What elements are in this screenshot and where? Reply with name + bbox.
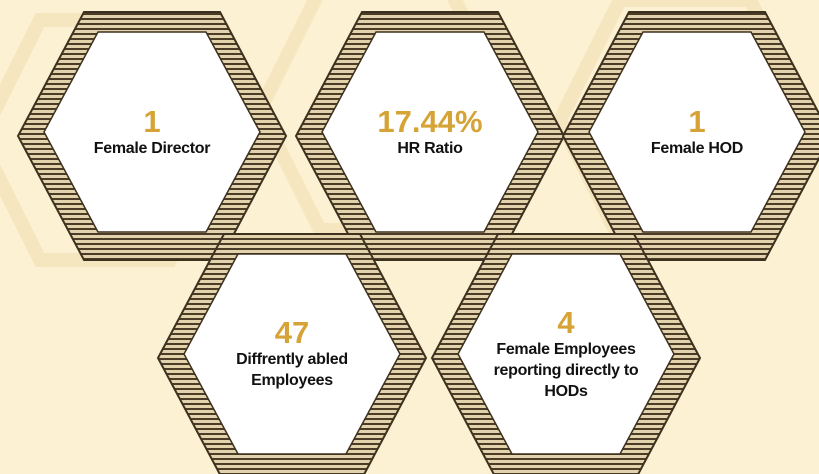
stat-value: 1 (688, 103, 706, 139)
stat-card: 4 Female Employees reporting directly to … (481, 274, 651, 434)
hex-face (43, 31, 261, 233)
stat-card: 1 Female HOD (612, 52, 782, 212)
stat-value: 1 (143, 103, 161, 139)
stat-card: 47 Diffrently abled Employees (207, 274, 377, 434)
stat-label: HR Ratio (397, 139, 463, 157)
stat-value: 47 (274, 315, 310, 350)
stat-label: Female HOD (650, 139, 744, 157)
stat-value: 4 (557, 304, 575, 340)
stat-card: 1 Female Director (67, 52, 237, 212)
hex-face (321, 31, 539, 233)
stat-label: Female Director (93, 139, 211, 157)
hex-face (457, 253, 675, 455)
hex-face (183, 253, 401, 455)
stat-card: 17.44% HR Ratio (345, 52, 515, 212)
stat-label: Diffrently abled Employees (236, 351, 348, 389)
stat-label: Female Employees reporting directly to H… (493, 340, 639, 400)
stat-value: 17.44% (377, 103, 483, 139)
hex-face (588, 31, 806, 233)
